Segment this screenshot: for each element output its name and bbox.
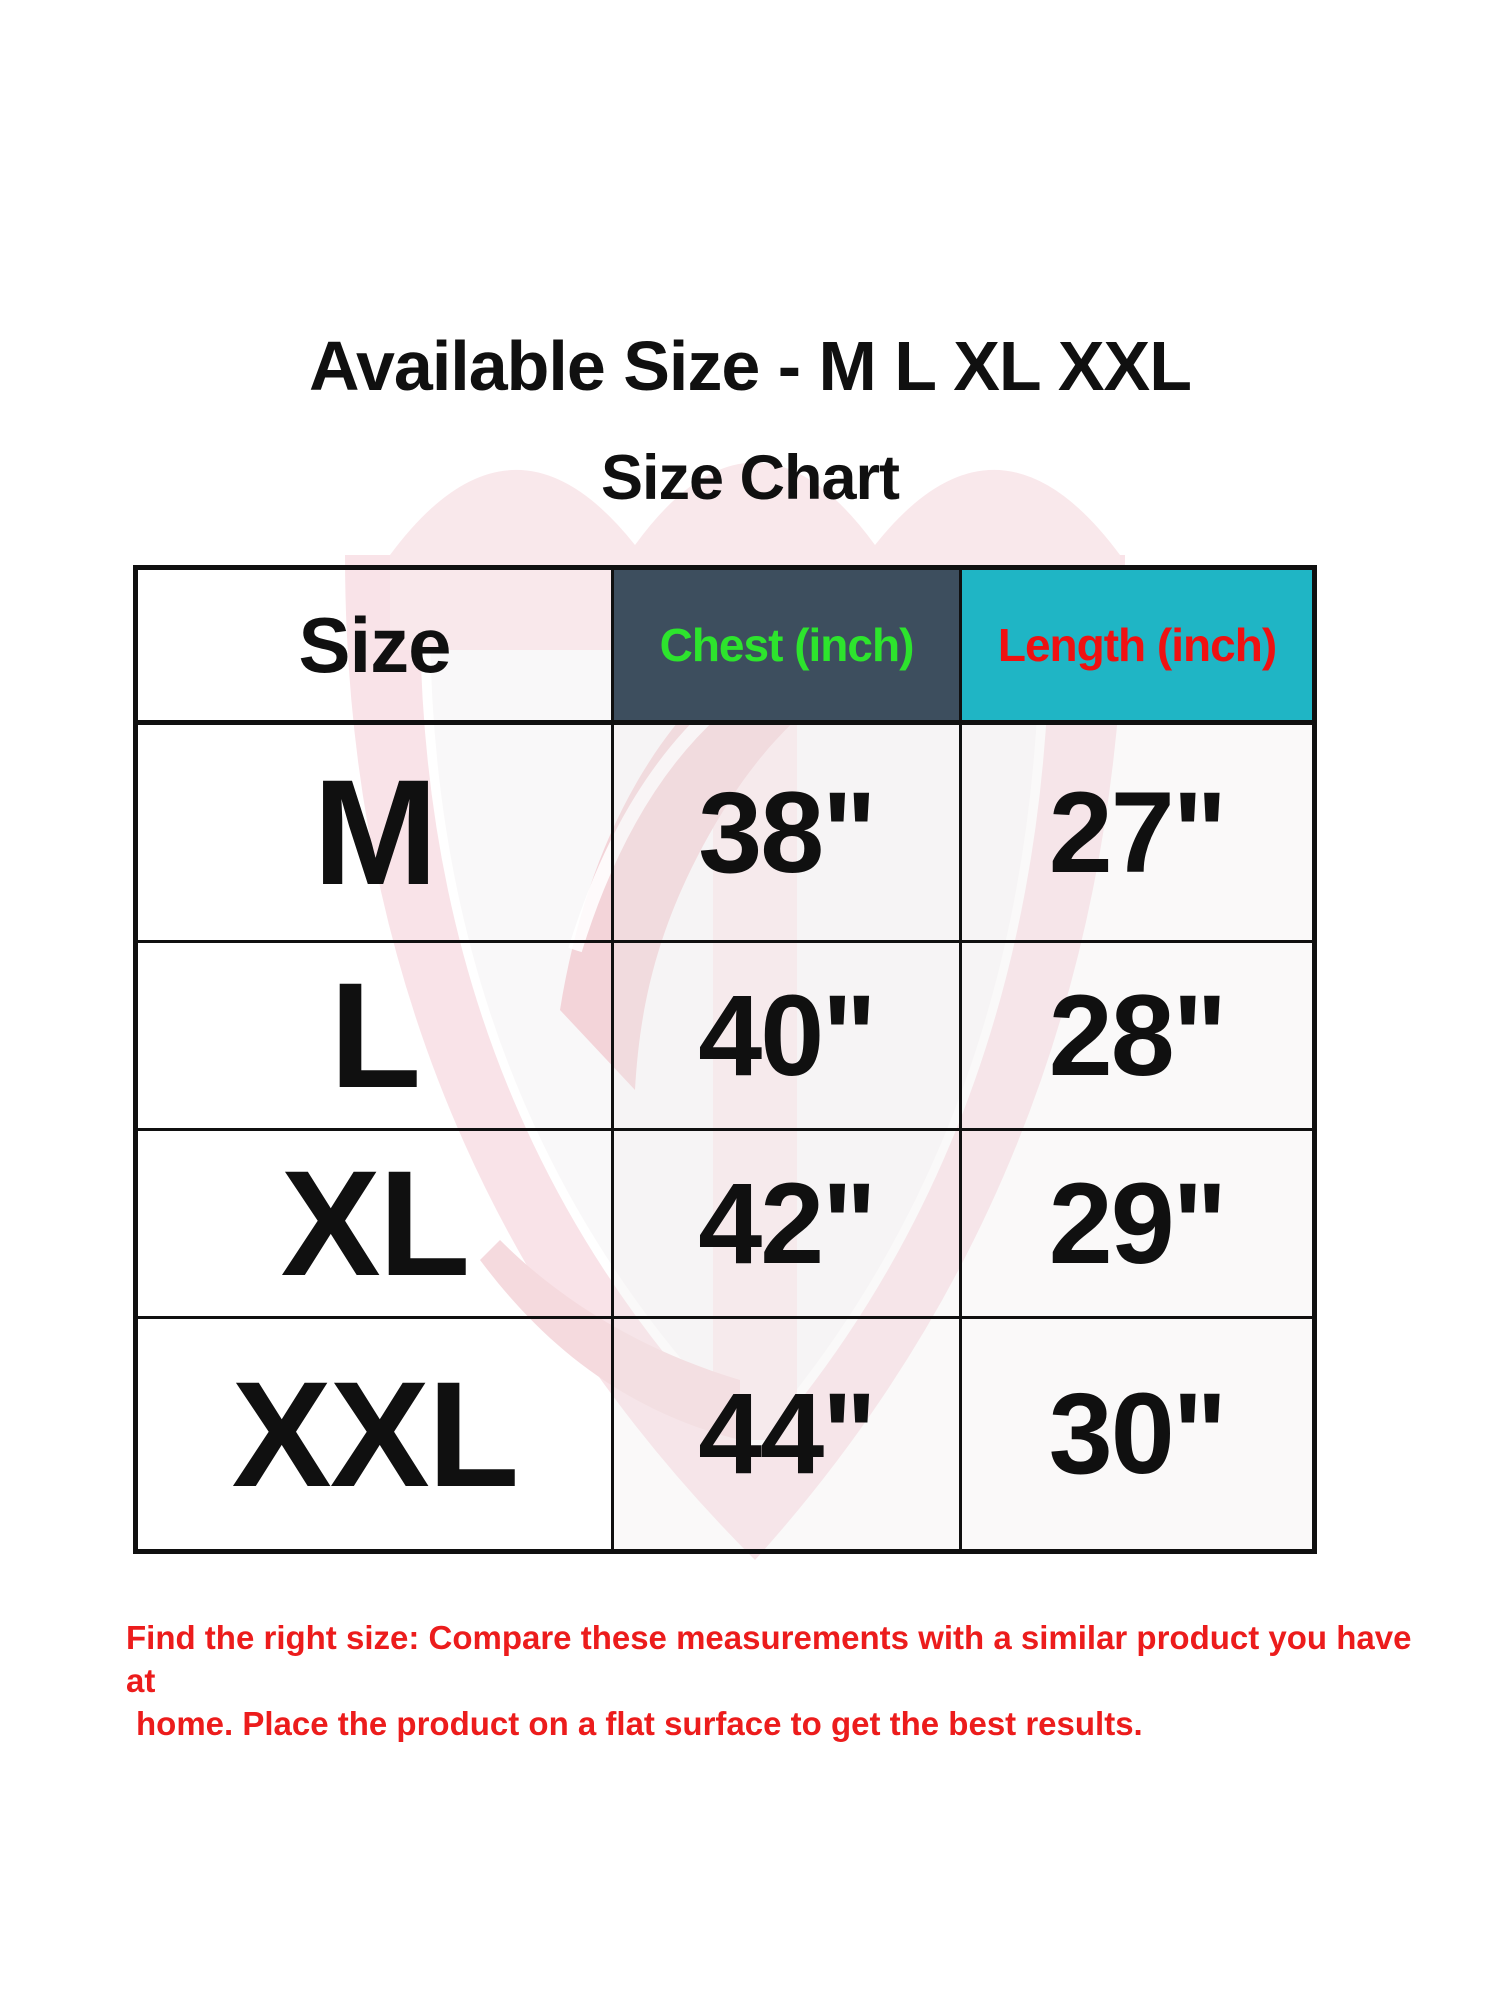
table-row-xl-chest: 42": [614, 1131, 962, 1319]
page-title: Available Size - M L XL XXL: [309, 327, 1192, 405]
table-row-xl-size: XL: [138, 1131, 614, 1319]
table-row-m-size: M: [138, 725, 614, 943]
column-header-chest: Chest (inch): [614, 570, 962, 725]
page-subtitle: Size Chart: [600, 443, 900, 513]
size-chart-table: Size Chest (inch) Length (inch) M 38" 27…: [133, 565, 1317, 1554]
table-row-l-chest: 40": [614, 943, 962, 1131]
table-row-m-chest: 38": [614, 725, 962, 943]
table-row-l-size: L: [138, 943, 614, 1131]
table-row-xxl-size: XXL: [138, 1319, 614, 1549]
sizing-note: Find the right size: Compare these measu…: [126, 1616, 1426, 1745]
column-header-length: Length (inch): [962, 570, 1312, 725]
table-row-xxl-length: 30": [962, 1319, 1312, 1549]
table-row-xl-length: 29": [962, 1131, 1312, 1319]
table-row-xxl-chest: 44": [614, 1319, 962, 1549]
sizing-note-line2: home. Place the product on a flat surfac…: [136, 1705, 1143, 1742]
table-row-m-length: 27": [962, 725, 1312, 943]
column-header-size: Size: [138, 570, 614, 725]
sizing-note-line1: Find the right size: Compare these measu…: [126, 1619, 1412, 1699]
table-row-l-length: 28": [962, 943, 1312, 1131]
